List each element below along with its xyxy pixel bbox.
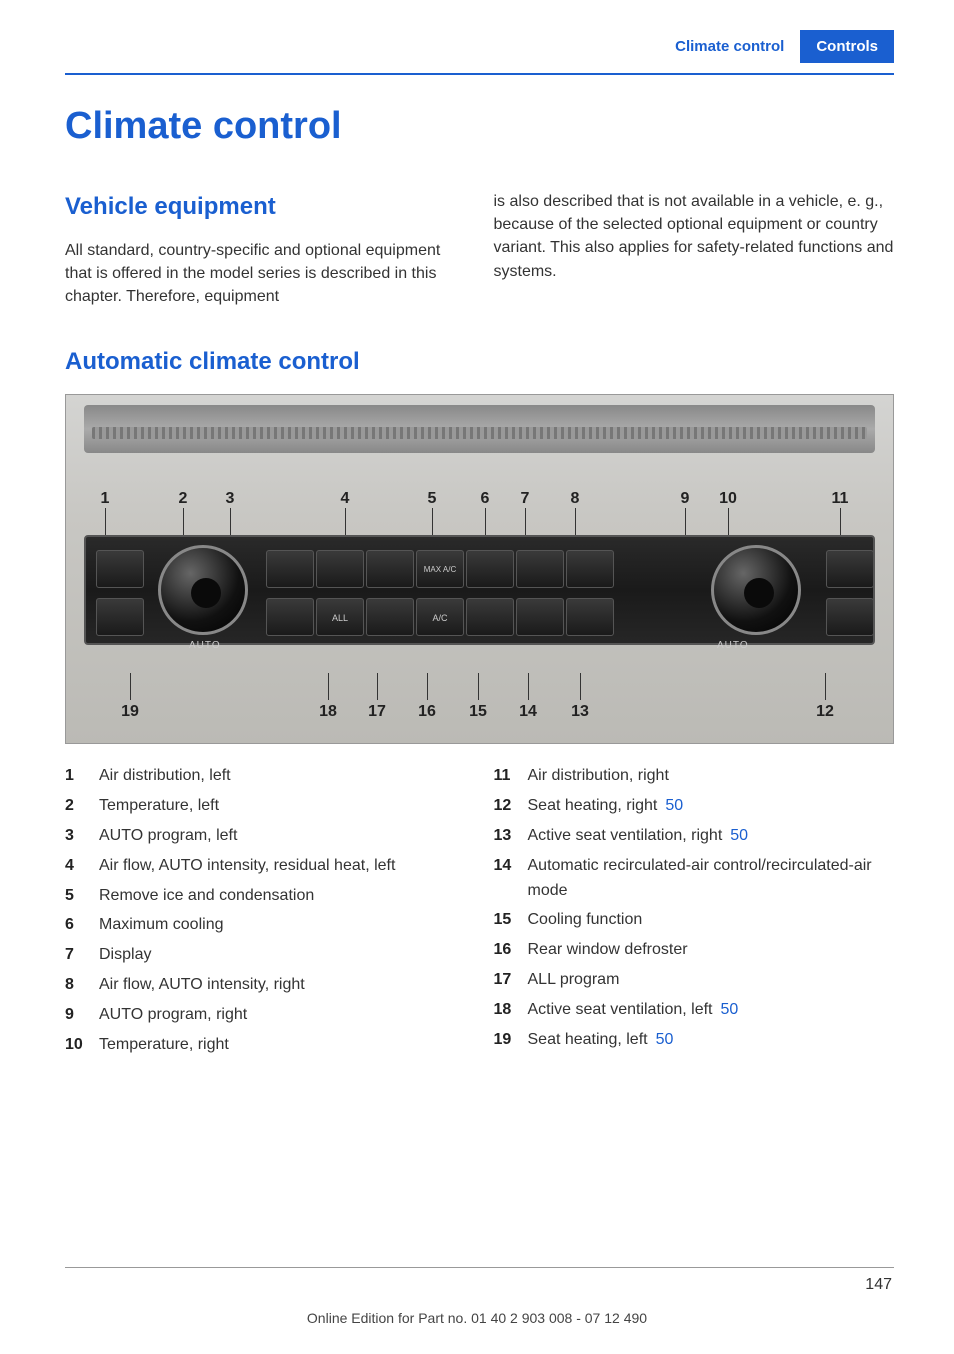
callout-top-9: 9 (671, 490, 699, 508)
callout-top-11: 11 (826, 490, 854, 508)
callout-bottom-14: 14 (514, 703, 542, 721)
callout-bottom-19: 19 (116, 703, 144, 721)
callout-top-3: 3 (216, 490, 244, 508)
legend-item-9: 9 AUTO program, right (65, 1003, 466, 1028)
legend-item-3: 3 AUTO program, left (65, 824, 466, 849)
legend-num: 9 (65, 1003, 89, 1028)
legend-item-6: 6 Maximum cooling (65, 913, 466, 938)
legend-num: 13 (494, 824, 518, 849)
legend-item-2: 2 Temperature, left (65, 794, 466, 819)
callout-bottom-15: 15 (464, 703, 492, 721)
legend-text: Temperature, left (99, 794, 466, 819)
legend-text: Air flow, AUTO intensity, residual heat,… (99, 854, 466, 879)
legend-text: AUTO program, right (99, 1003, 466, 1028)
legend-text: ALL program (528, 968, 895, 993)
legend-item-12: 12 Seat heating, right50 (494, 794, 895, 819)
legend-text: Active seat ventilation, right50 (528, 824, 895, 849)
callout-bottom-18: 18 (314, 703, 342, 721)
callout-bottom-13: 13 (566, 703, 594, 721)
legend-num: 11 (494, 764, 518, 789)
legend-item-8: 8 Air flow, AUTO intensity, right (65, 973, 466, 998)
divider-top (65, 73, 894, 75)
callout-top-5: 5 (418, 490, 446, 508)
legend-text: AUTO program, left (99, 824, 466, 849)
legend-item-17: 17 ALL program (494, 968, 895, 993)
legend-text: Rear window defroster (528, 938, 895, 963)
legend-num: 6 (65, 913, 89, 938)
page-ref-link[interactable]: 50 (665, 797, 683, 814)
header-tabs: Climate control Controls (65, 30, 894, 63)
legend-right: 11 Air distribution, right 12 Seat heating,… (494, 764, 895, 1062)
legend-num: 2 (65, 794, 89, 819)
footer-text: Online Edition for Part no. 01 40 2 903 … (0, 1310, 954, 1326)
intro-text-left: All standard, country-specific and optio… (65, 239, 466, 309)
callout-bottom-17: 17 (363, 703, 391, 721)
legend-text: Seat heating, left50 (528, 1028, 895, 1053)
tab-chapter: Controls (800, 30, 894, 63)
page-number: 147 (865, 1276, 892, 1294)
legend-num: 7 (65, 943, 89, 968)
legend-item-11: 11 Air distribution, right (494, 764, 895, 789)
legend-text: Active seat ventilation, left50 (528, 998, 895, 1023)
legend-item-15: 15 Cooling function (494, 908, 895, 933)
legend-text: Air distribution, left (99, 764, 466, 789)
legend-item-7: 7 Display (65, 943, 466, 968)
legend-text: Temperature, right (99, 1033, 466, 1058)
legend-num: 1 (65, 764, 89, 789)
legend-num: 16 (494, 938, 518, 963)
legend-text: Automatic recirculated-air control/recir… (528, 854, 895, 904)
intro-text-right: is also described that is not available … (494, 190, 895, 283)
callout-bottom-12: 12 (811, 703, 839, 721)
legend-num: 5 (65, 884, 89, 909)
legend-item-19: 19 Seat heating, left50 (494, 1028, 895, 1053)
legend-text: Maximum cooling (99, 913, 466, 938)
legend-num: 10 (65, 1033, 89, 1058)
legend-num: 4 (65, 854, 89, 879)
intro-heading: Vehicle equipment (65, 190, 466, 225)
legend-num: 8 (65, 973, 89, 998)
callout-top-7: 7 (511, 490, 539, 508)
callout-top-8: 8 (561, 490, 589, 508)
legend-num: 15 (494, 908, 518, 933)
callout-top-10: 10 (714, 490, 742, 508)
legend-left: 1 Air distribution, left 2 Temperature, lef… (65, 764, 466, 1062)
legend-text: Cooling function (528, 908, 895, 933)
legend-item-16: 16 Rear window defroster (494, 938, 895, 963)
legend-text: Remove ice and condensation (99, 884, 466, 909)
legend-num: 3 (65, 824, 89, 849)
legend-item-18: 18 Active seat ventilation, left50 (494, 998, 895, 1023)
page-ref-link[interactable]: 50 (730, 827, 748, 844)
legend-text: Display (99, 943, 466, 968)
legend-item-1: 1 Air distribution, left (65, 764, 466, 789)
callout-top-2: 2 (169, 490, 197, 508)
callout-top-1: 1 (91, 490, 119, 508)
legend-num: 12 (494, 794, 518, 819)
legend-text: Seat heating, right50 (528, 794, 895, 819)
legend-num: 17 (494, 968, 518, 993)
legend-num: 19 (494, 1028, 518, 1053)
legend-text: Air flow, AUTO intensity, right (99, 973, 466, 998)
page-ref-link[interactable]: 50 (720, 1001, 738, 1018)
page-ref-link[interactable]: 50 (656, 1031, 674, 1048)
divider-bottom (65, 1267, 894, 1268)
callout-top-6: 6 (471, 490, 499, 508)
legend-item-5: 5 Remove ice and condensation (65, 884, 466, 909)
callout-bottom-16: 16 (413, 703, 441, 721)
legend-item-10: 10 Temperature, right (65, 1033, 466, 1058)
legend-text: Air distribution, right (528, 764, 895, 789)
legend-num: 18 (494, 998, 518, 1023)
section-heading: Automatic climate control (65, 348, 894, 376)
tab-section: Climate control (659, 30, 800, 63)
legend-item-13: 13 Active seat ventilation, right50 (494, 824, 895, 849)
legend-item-4: 4 Air flow, AUTO intensity, residual heat… (65, 854, 466, 879)
legend-item-14: 14 Automatic recirculated-air control/rec… (494, 854, 895, 904)
page-title: Climate control (65, 105, 894, 148)
legend-num: 14 (494, 854, 518, 879)
callout-top-4: 4 (331, 490, 359, 508)
climate-control-diagram: 12345678910111918171615141312ALLMAX A/CA… (65, 394, 894, 744)
